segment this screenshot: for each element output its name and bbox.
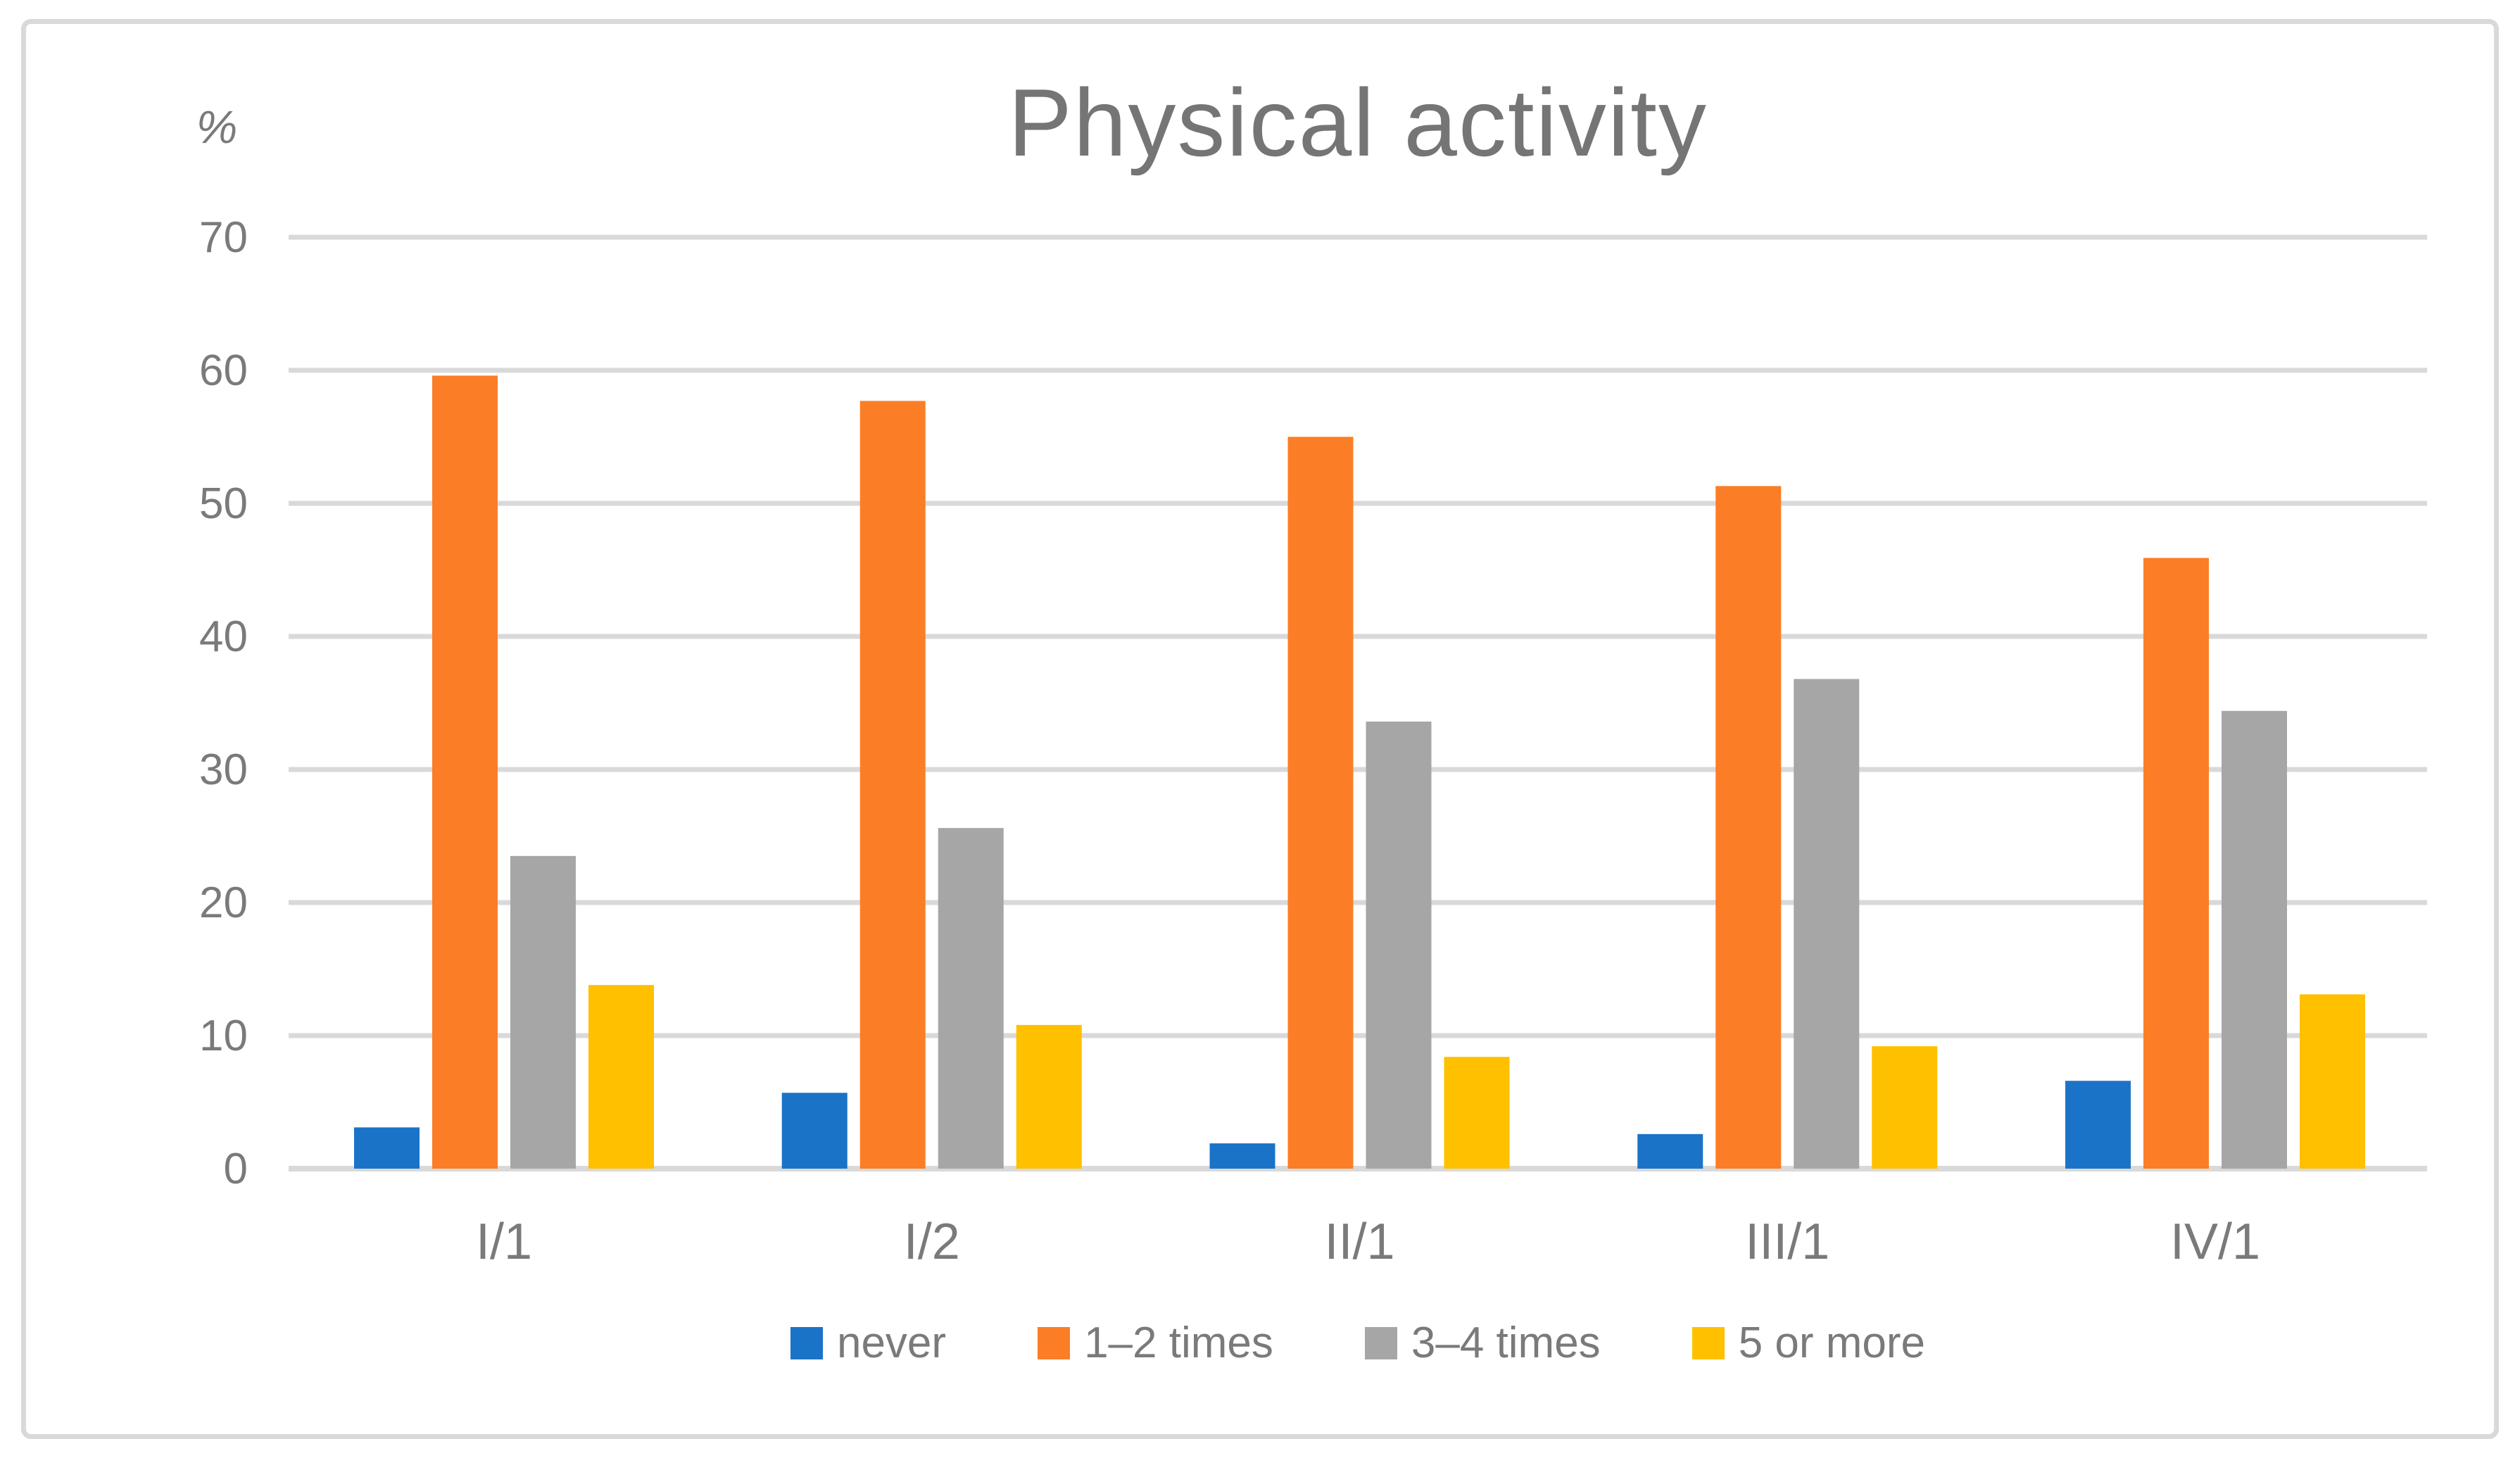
y-tick-label-20: 20: [199, 879, 248, 927]
bar-IV/1-5 or more: [2300, 994, 2365, 1169]
bar-I/1-3–4 times: [510, 855, 576, 1169]
bar-II/1-5 or more: [1444, 1057, 1510, 1169]
y-tick-label-10: 10: [199, 1012, 248, 1060]
y-tick-label-30: 30: [199, 746, 248, 794]
bar-I/2-1–2 times: [859, 401, 926, 1169]
bar-I/2-5 or more: [1016, 1024, 1082, 1169]
bar-III/1-1–2 times: [1715, 486, 1782, 1169]
bar-I/2-never: [781, 1093, 848, 1169]
chart-title: Physical activity: [1008, 69, 1708, 176]
bar-II/1-never: [1209, 1143, 1275, 1169]
bar-II/1-1–2 times: [1287, 436, 1354, 1169]
y-tick-label-60: 60: [199, 346, 248, 395]
legend-entry-1–2 times: 1–2 times: [1038, 1318, 1273, 1368]
bar-I/1-never: [354, 1127, 420, 1169]
bar-III/1-5 or more: [1872, 1046, 1938, 1169]
y-tick-label-40: 40: [199, 612, 248, 661]
y-tick-label-50: 50: [199, 479, 248, 528]
legend-entry-never: never: [790, 1318, 946, 1368]
x-category-label-I/2: I/2: [904, 1214, 960, 1270]
y-axis-unit-label: %: [196, 101, 238, 153]
legend-chip-never: [790, 1326, 823, 1359]
y-tick-label-70: 70: [199, 213, 248, 262]
legend-entry-3–4 times: 3–4 times: [1364, 1318, 1601, 1368]
bar-II/1-3–4 times: [1366, 721, 1432, 1169]
y-tick-label-0: 0: [224, 1145, 248, 1193]
legend-label: 1–2 times: [1084, 1319, 1273, 1367]
legend-entry-5 or more: 5 or more: [1691, 1318, 1926, 1368]
legend-chip-3–4 times: [1364, 1326, 1397, 1359]
legend-label: never: [836, 1319, 947, 1367]
x-category-label-IV/1: IV/1: [2170, 1214, 2260, 1270]
legend: never 1–2 times 3–4 times 5 or more: [289, 1318, 2427, 1368]
legend-chip-1–2 times: [1038, 1326, 1071, 1359]
bar-IV/1-3–4 times: [2222, 710, 2287, 1169]
bar-III/1-3–4 times: [1794, 679, 1860, 1169]
legend-label: 5 or more: [1738, 1319, 1926, 1367]
bar-IV/1-1–2 times: [2143, 558, 2209, 1169]
x-category-label-II/1: II/1: [1324, 1214, 1394, 1270]
legend-label: 3–4 times: [1411, 1319, 1601, 1367]
bar-III/1-never: [1637, 1133, 1703, 1169]
x-category-label-III/1: III/1: [1745, 1214, 1829, 1270]
bar-I/1-1–2 times: [432, 375, 498, 1169]
bar-I/1-5 or more: [588, 985, 654, 1169]
bar-IV/1-never: [2065, 1081, 2131, 1169]
x-category-label-I/1: I/1: [476, 1214, 532, 1270]
bar-I/2-3–4 times: [938, 828, 1004, 1169]
legend-chip-5 or more: [1691, 1326, 1725, 1359]
